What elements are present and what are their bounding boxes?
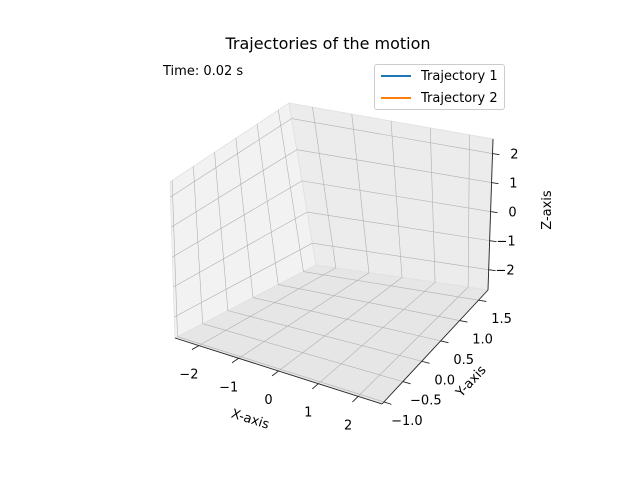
z-axis-line (487, 138, 494, 291)
x-tick-label-4: 2 (344, 418, 352, 433)
x-tick-0 (191, 345, 200, 350)
grid-lines (170, 107, 493, 403)
legend-label-trajectory-2: Trajectory 2 (421, 90, 498, 106)
tick-labels: −2 −1 0 1 2 −1.0 −0.5 0.0 0.5 1.0 1.5 −2 −1 0 1 2 (179, 148, 518, 434)
x-grid-back-2 (390, 120, 403, 278)
x-grid-back-4 (467, 134, 470, 288)
x-grid-floor-1 (238, 272, 370, 359)
z-tick-1 (489, 240, 497, 243)
y-grid-left-3 (235, 138, 254, 298)
z-axis-label: Z-axis (540, 190, 555, 230)
y-tick-label-4: 1.0 (472, 333, 493, 348)
y-grid-floor-1 (202, 323, 403, 382)
z-grid-back-1 (307, 211, 490, 241)
z-tick-label-4: 2 (510, 148, 518, 163)
x-grid-back-3 (429, 127, 436, 283)
z-tick-2 (490, 211, 498, 214)
y-grid-left-4 (256, 124, 279, 285)
x-tick-label-0: −2 (179, 368, 198, 383)
y-grid-floor-0 (177, 336, 384, 403)
y-tick-label-0: −1.0 (391, 414, 423, 429)
x-grid-floor-2 (278, 277, 403, 372)
y-grid-left-1 (193, 166, 203, 324)
z-tick-label-2: 0 (508, 206, 516, 221)
z-grid-left-1 (173, 211, 308, 288)
x-tick-1 (231, 357, 239, 364)
y-tick-4 (459, 320, 468, 323)
z-tick-4 (492, 153, 500, 156)
z-grid-back-2 (301, 180, 491, 212)
y-grid-floor-3 (252, 297, 441, 342)
legend-label-trajectory-1: Trajectory 1 (421, 68, 498, 84)
y-tick-0 (383, 401, 392, 405)
x-grid-floor-3 (318, 282, 436, 384)
legend-swatch-trajectory-2 (381, 97, 411, 99)
x-tick-2 (271, 370, 279, 377)
y-grid-left-0 (171, 180, 178, 337)
z-tick-label-1: −1 (496, 235, 515, 250)
z-tick-label-3: 1 (509, 177, 517, 192)
y-tick-2 (421, 360, 430, 364)
x-grid-floor-4 (357, 286, 469, 397)
y-tick-3 (440, 340, 449, 344)
y-tick-label-1: −0.5 (410, 394, 442, 409)
x-grid-floor-0 (198, 267, 336, 346)
time-annotation: Time: 0.02 s (163, 64, 244, 79)
axes-panes (169, 102, 494, 405)
legend-item-trajectory-1: Trajectory 1 (375, 67, 498, 85)
z-grid-left-4 (170, 118, 292, 198)
y-grid-floor-2 (227, 310, 422, 362)
y-grid-floor-4 (278, 284, 460, 321)
x-tick-label-3: 1 (304, 406, 312, 421)
z-tick-label-0: −2 (496, 264, 515, 279)
z-grid-left-2 (172, 180, 303, 258)
legend-swatch-trajectory-1 (381, 75, 411, 77)
x-tick-label-2: 0 (264, 393, 272, 408)
x-tick-4 (352, 396, 359, 403)
z-grid-left-0 (174, 242, 313, 318)
y-axis-label: Y-axis (453, 363, 490, 401)
y-axis-line (381, 289, 489, 405)
legend: Trajectory 1 Trajectory 2 (374, 64, 505, 110)
y-grid-floor-5 (303, 271, 479, 301)
x-tick-label-1: −1 (219, 380, 238, 395)
z-tick-0 (488, 269, 496, 272)
y-tick-label-3: 0.5 (453, 353, 474, 368)
tick-marks (191, 153, 500, 405)
x-grid-back-1 (351, 114, 370, 273)
z-grid-back-0 (312, 242, 489, 270)
z-tick-3 (491, 182, 499, 185)
x-tick-3 (311, 383, 319, 390)
y-tick-1 (402, 381, 411, 385)
z-grid-back-4 (291, 118, 493, 154)
y-tick-label-5: 1.5 (491, 312, 512, 327)
chart-title: Trajectories of the motion (224, 34, 430, 53)
y-tick-label-2: 0.0 (434, 373, 455, 388)
y-grid-left-2 (214, 152, 229, 311)
x-axis-label: X-axis (229, 407, 271, 433)
y-tick-5 (478, 299, 487, 302)
legend-item-trajectory-2: Trajectory 2 (375, 89, 498, 107)
x-grid-back-0 (312, 107, 337, 268)
z-grid-left-3 (171, 149, 297, 228)
pane-back (288, 102, 494, 291)
z-grid-back-3 (296, 149, 492, 183)
y-grid-left-5 (278, 110, 304, 272)
